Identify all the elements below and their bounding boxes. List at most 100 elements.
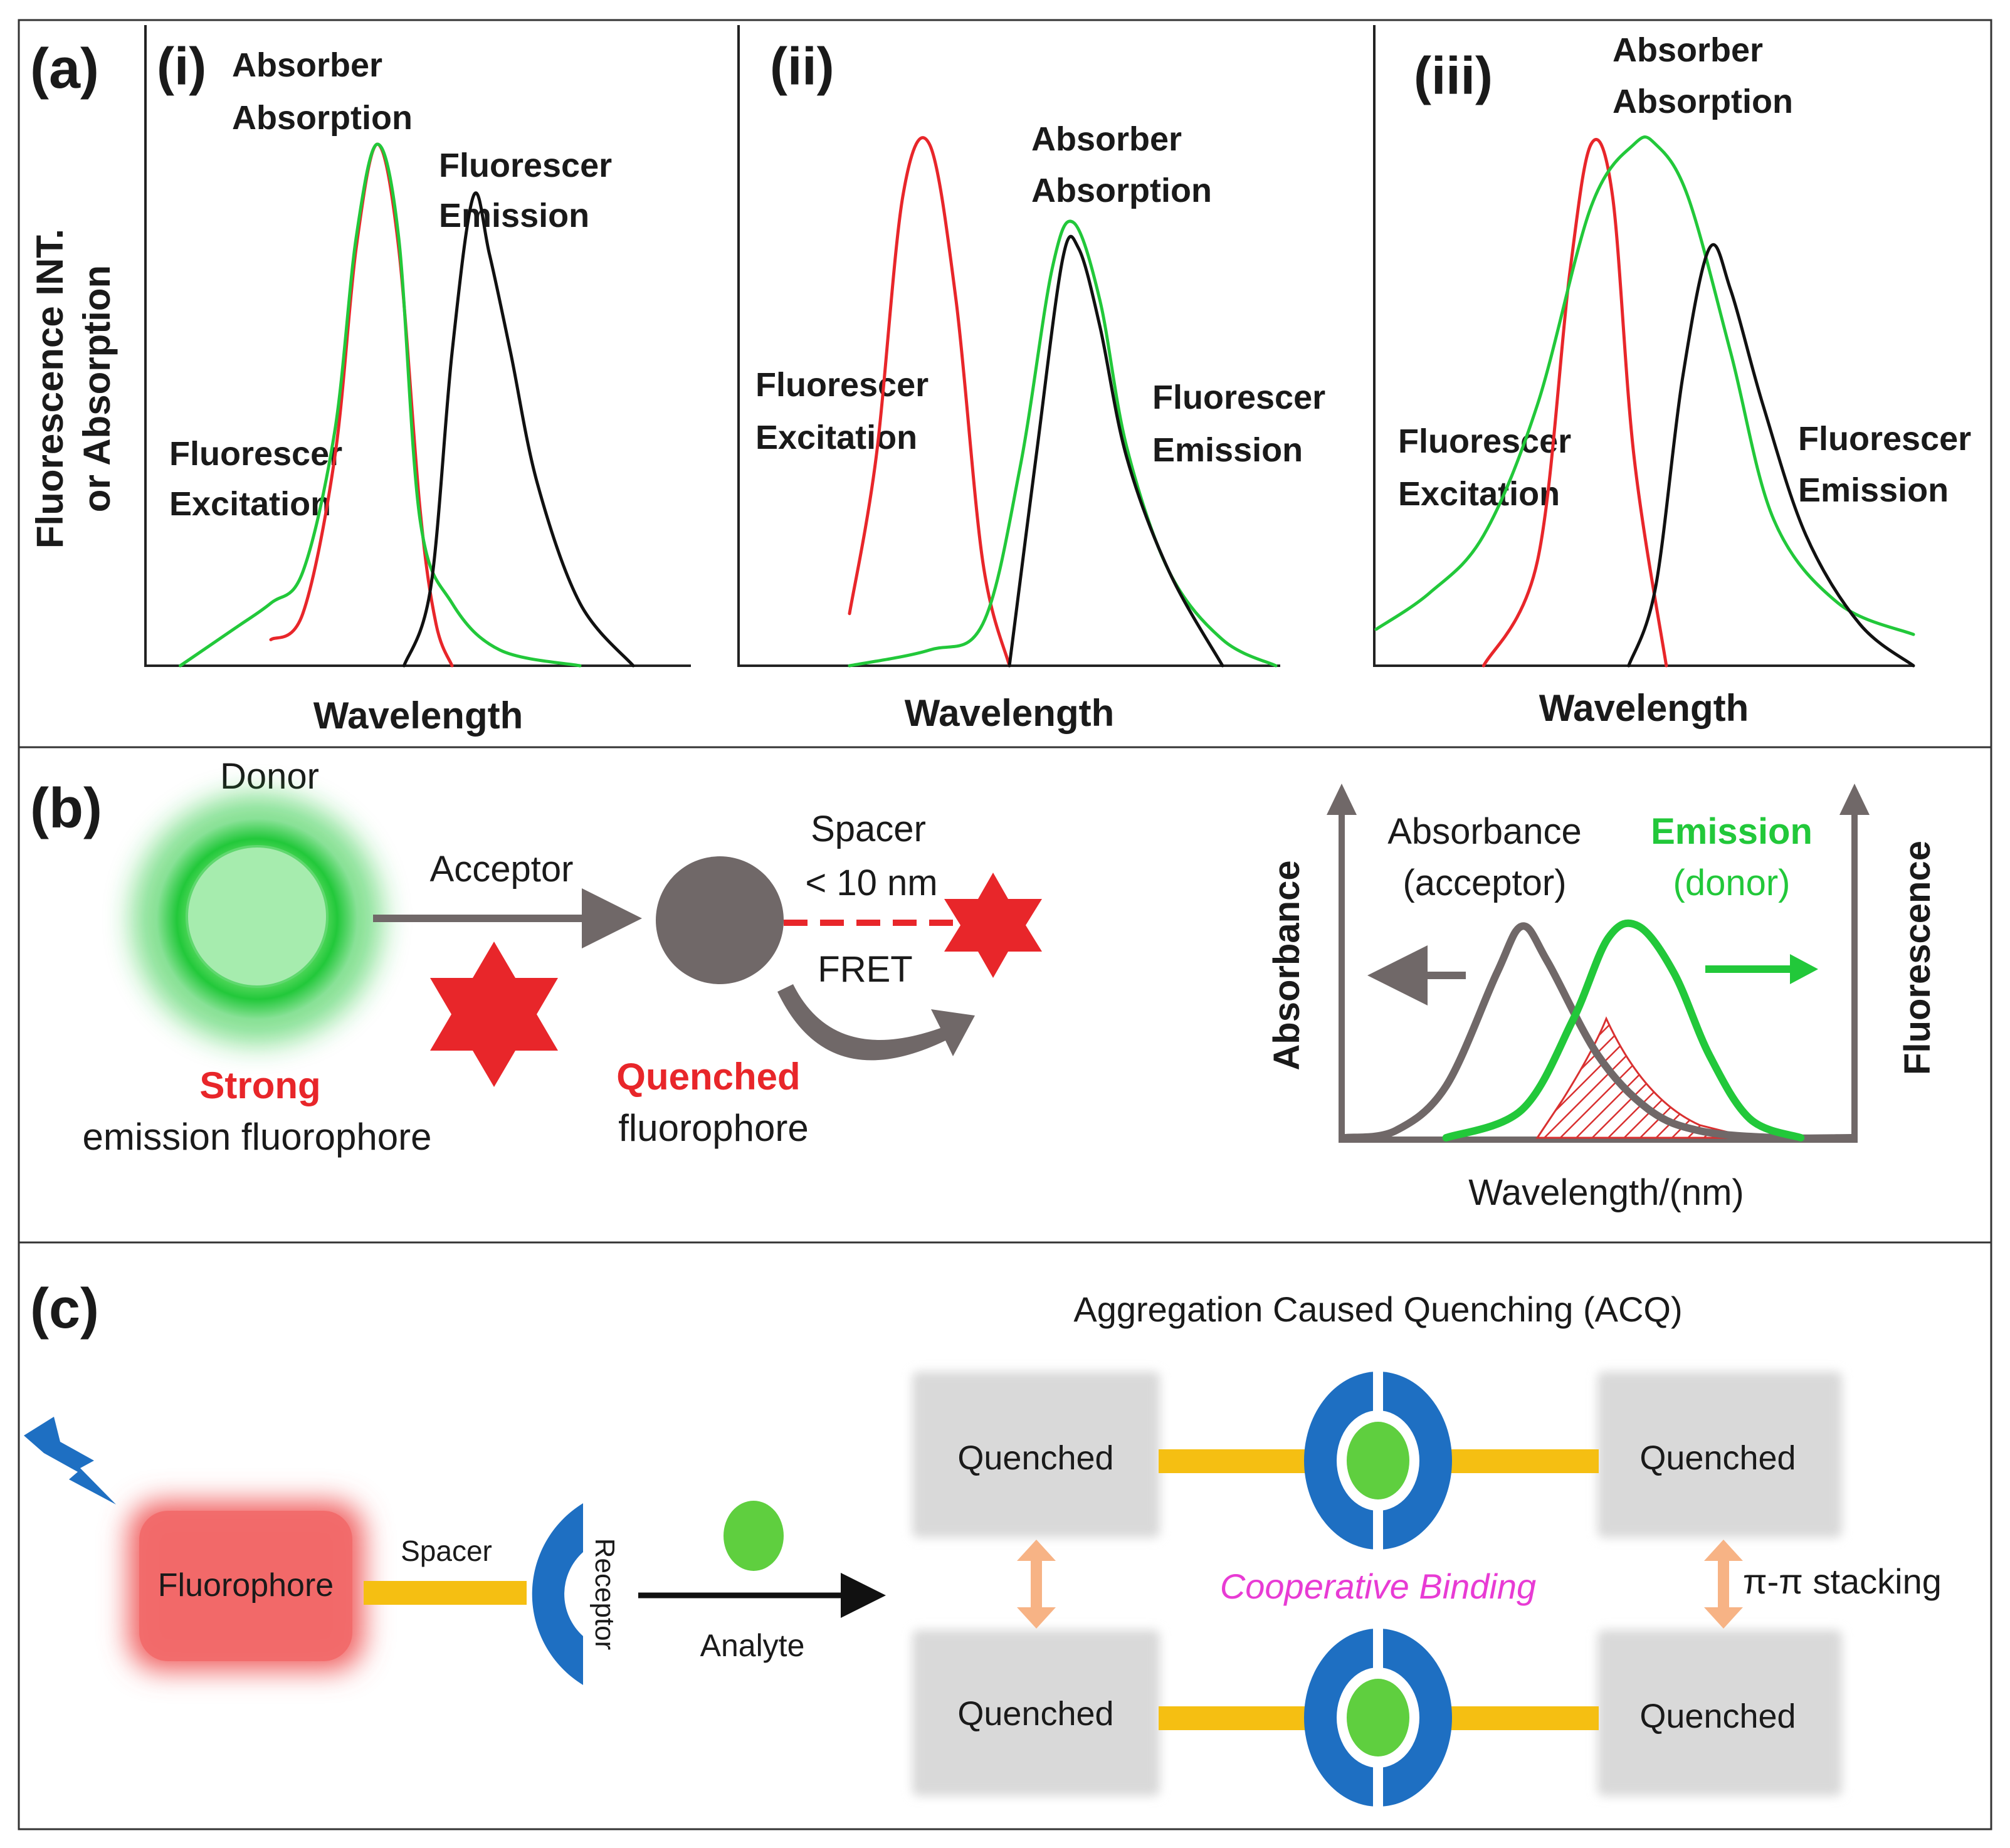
fret-label: FRET — [818, 949, 912, 990]
acq-title: Aggregation Caused Quenching (ACQ) — [1073, 1289, 1682, 1329]
cooperative-binding-label: Cooperative Binding — [1220, 1567, 1536, 1606]
receptor-complex-bottom — [1304, 1625, 1452, 1810]
subplot-i-xlabel: Wavelength — [313, 695, 523, 737]
curve-absorber-absorption — [179, 142, 582, 668]
spectrum-left-axis-arrowhead — [1327, 784, 1357, 815]
acceptor-label: Acceptor — [430, 849, 574, 890]
subplot-iii-emission-label-1: Fluorescer — [1798, 420, 1971, 458]
subplot-i-tag: (i) — [157, 37, 206, 96]
subplot-i-excitation-label-2: Excitation — [169, 485, 331, 523]
spectrum-right-axis-title: Fluorescence — [1897, 841, 1938, 1075]
pi-stacking-label: π-π stacking — [1743, 1562, 1942, 1601]
subplot-iii: (iii) Absorber Absorption Fluorescer Emi… — [1373, 25, 1971, 729]
linker-top-right — [1450, 1449, 1599, 1473]
stacking-arrow-right — [1704, 1540, 1743, 1629]
subplot-i-absorber-label-2: Absorption — [232, 99, 413, 137]
panel-c-tag: (c) — [30, 1278, 99, 1340]
receptor-label-group: Receptor — [589, 1538, 620, 1651]
subplot-iii-emission-label-2: Emission — [1798, 471, 1949, 509]
emission-direction-arrowhead — [1790, 954, 1818, 984]
acceptor-star-bound — [944, 873, 1042, 978]
absorbance-acceptor-label-2: (acceptor) — [1402, 863, 1566, 903]
subplot-ii-tag: (ii) — [770, 37, 834, 96]
spectrum-xlabel: Wavelength/(nm) — [1468, 1172, 1744, 1213]
panel-b-tag: (b) — [30, 777, 102, 840]
y-axis-label-line-2: or Absorption — [76, 265, 118, 512]
subplot-i-axes — [144, 25, 691, 667]
fret-curved-arrow — [777, 984, 975, 1061]
curve-absorbance-acceptor — [1341, 922, 1855, 1142]
subplot-iii-absorber-label-1: Absorber — [1613, 31, 1763, 69]
quenched-block-top-left — [912, 1372, 1160, 1538]
analyte-label: Analyte — [700, 1628, 805, 1663]
analyte-dot — [723, 1501, 784, 1571]
subplot-iii-absorber-label-2: Absorption — [1613, 83, 1793, 120]
quenched-label: Quenched — [616, 1056, 800, 1098]
spectral-overlap-hatch — [1535, 1016, 1750, 1139]
curve-fluorescer-excitation — [269, 142, 454, 668]
linker-top-left — [1159, 1449, 1307, 1473]
subplot-ii-absorber-label-2: Absorption — [1031, 172, 1212, 209]
curve-fluorescer-emission — [1008, 234, 1224, 668]
y-axis-label-line-1: Fluorescence INT. — [29, 229, 71, 549]
quenched-top-right-label: Quenched — [1639, 1439, 1796, 1477]
bound-analyte-bottom — [1347, 1679, 1409, 1756]
absorbance-acceptor-label-1: Absorbance — [1387, 811, 1582, 852]
spacer-label: Spacer — [401, 1535, 492, 1567]
curve-fluorescer-excitation — [1481, 138, 1668, 668]
quenched-bottom-right-label: Quenched — [1639, 1698, 1796, 1735]
strong-emission-label: emission fluorophore — [83, 1116, 432, 1158]
subplot-ii-curves — [848, 136, 1278, 668]
subplot-ii-absorber-label-1: Absorber — [1031, 120, 1182, 158]
emission-donor-label-1: Emission — [1651, 811, 1813, 852]
receptor-complex-top — [1304, 1368, 1452, 1553]
quenched-block-bottom-left — [912, 1630, 1160, 1796]
subplot-i-absorber-label-1: Absorber — [232, 46, 382, 84]
subplot-iii-axes — [1373, 25, 1913, 667]
spacer-linker — [364, 1581, 527, 1605]
subplot-ii-emission-label-1: Fluorescer — [1152, 379, 1325, 416]
bound-analyte-top — [1347, 1422, 1409, 1499]
spectrum-left-axis-title: Absorbance — [1266, 860, 1307, 1070]
distance-label: < 10 nm — [805, 863, 937, 903]
receptor-cup — [532, 1503, 583, 1685]
subplot-iii-excitation-label-2: Excitation — [1398, 475, 1560, 513]
donor-label: Donor — [220, 756, 319, 797]
spectrum-curves — [1341, 919, 1855, 1142]
subplot-iii-xlabel: Wavelength — [1539, 687, 1749, 729]
curve-fluorescer-emission — [1627, 243, 1915, 668]
emission-donor-label-2: (donor) — [1673, 863, 1791, 903]
quenched-block-top-right — [1597, 1372, 1842, 1538]
light-bolt-icon — [24, 1417, 116, 1504]
spacer-label: Spacer — [811, 809, 926, 849]
curve-fluorescer-excitation — [848, 136, 1011, 668]
panel-a-tag: (a) — [30, 38, 99, 100]
subplot-ii-excitation-label-1: Fluorescer — [755, 366, 929, 404]
quenched-top-left-label: Quenched — [957, 1439, 1113, 1477]
panel-a-y-axis-title: Fluorescence INT. or Absorption — [29, 229, 118, 549]
quenched-block-bottom-right — [1597, 1630, 1842, 1796]
subplot-ii-xlabel: Wavelength — [905, 692, 1114, 734]
quenched-bottom-left-label: Quenched — [957, 1695, 1113, 1733]
subplot-ii-emission-label-2: Emission — [1152, 431, 1303, 469]
subplot-iii-tag: (iii) — [1414, 46, 1493, 105]
fluorescence-axis-label: Fluorescence — [1897, 841, 1938, 1075]
subplot-ii-axes — [737, 25, 1280, 667]
linker-bottom-left — [1159, 1706, 1307, 1730]
spectrum-right-axis-arrowhead — [1839, 784, 1870, 815]
subplot-iii-curves — [1374, 135, 1915, 668]
subplot-ii: (ii) Absorber Absorption Fluorescer Emis… — [737, 25, 1325, 734]
fret-spectrum: Absorbance (acceptor) Emission (donor) A… — [1266, 784, 1938, 1213]
donor-highlight — [186, 845, 329, 988]
strong-label: Strong — [199, 1064, 320, 1106]
subplot-ii-excitation-label-2: Excitation — [755, 419, 917, 456]
curve-emission-donor — [1442, 919, 1805, 1142]
subplot-i-emission-label-1: Fluorescer — [439, 147, 612, 184]
curve-fluorescer-emission — [403, 191, 635, 668]
subplot-i-excitation-label-1: Fluorescer — [169, 435, 342, 473]
subplot-iii-excitation-label-1: Fluorescer — [1398, 423, 1571, 460]
curve-absorber-absorption — [1374, 135, 1915, 636]
acceptor-star — [430, 942, 558, 1087]
panel-c-frame — [18, 1241, 1992, 1830]
